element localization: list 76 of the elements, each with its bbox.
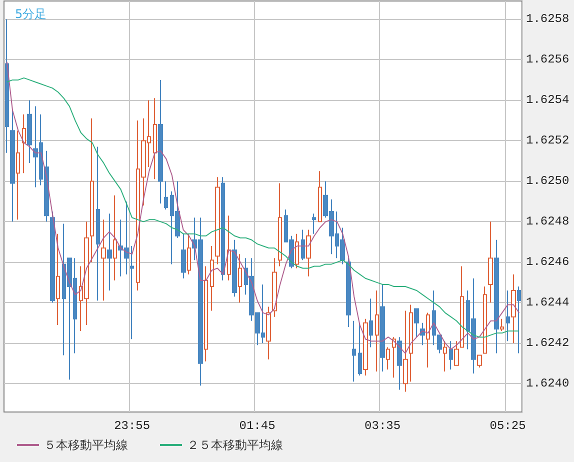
y-tick-label: 1.6254: [526, 93, 570, 108]
candlestick: [306, 229, 311, 277]
x-tick-label: 23:55: [114, 419, 150, 433]
candlestick: [27, 100, 32, 164]
candlestick: [358, 322, 362, 376]
legend-label: ５本移動平均線: [44, 438, 128, 452]
candlestick: [380, 284, 385, 372]
candlestick: [369, 298, 373, 348]
candlestick: [272, 258, 277, 318]
y-tick-label: 1.6248: [526, 214, 570, 229]
candlestick: [101, 219, 106, 302]
candlestick: [352, 320, 356, 382]
candlestick: [215, 176, 220, 265]
text: 5分足: [15, 7, 47, 21]
candlestick: [153, 98, 157, 180]
candlestick: [113, 194, 117, 281]
candlestick: [517, 286, 521, 354]
candlestick: [506, 290, 510, 342]
candlestick: [50, 211, 55, 304]
candlestick: [403, 310, 408, 392]
candlestick: [301, 229, 305, 261]
candlestick: [397, 336, 402, 390]
candlestick: [386, 346, 390, 370]
candlestick: [443, 340, 447, 372]
candlestick: [318, 170, 322, 222]
candlestick: [266, 306, 271, 360]
candlestick: [483, 286, 487, 354]
candlestick: [238, 254, 242, 304]
candlestick: [312, 213, 316, 234]
y-tick-label: 1.6246: [526, 255, 570, 270]
candlestick: [477, 354, 482, 368]
candlestick: [414, 308, 419, 338]
y-tick-label: 1.6250: [526, 174, 570, 188]
y-tick-label: 1.6258: [526, 12, 570, 26]
candlestick: [227, 215, 231, 281]
y-tick-label: 1.6252: [526, 134, 570, 148]
candlestick: [130, 245, 134, 340]
candlestick: [500, 318, 504, 332]
y-tick-label: 1.6256: [526, 52, 570, 67]
candlestick: [426, 312, 430, 368]
x-tick-label: 03:35: [364, 419, 401, 433]
candlestick: [5, 18, 9, 154]
candlestick: [204, 266, 208, 362]
candlestick: [164, 180, 168, 210]
x-tick-label: 05:25: [490, 419, 526, 433]
y-tick-label: 1.6242: [526, 336, 570, 350]
y-tick-label: 1.6240: [526, 376, 570, 391]
candlestick: [181, 233, 186, 279]
candlestick: [90, 118, 94, 263]
candlestick: [16, 130, 20, 220]
candlestick: [409, 304, 413, 382]
candlestick: [22, 114, 26, 174]
candlestick: [295, 233, 299, 269]
candlestick: [346, 258, 351, 328]
candlestick: [232, 239, 237, 298]
candlestick: [454, 340, 459, 366]
candlestick: [449, 340, 453, 370]
candlestick: [363, 318, 368, 376]
x-tick-label: 01:45: [239, 419, 276, 433]
candlestick: [10, 110, 15, 222]
candlestick: [210, 245, 214, 312]
candlestick: [107, 213, 112, 292]
candlestick: [221, 176, 225, 281]
candlestick: [187, 233, 191, 275]
candlestick: [158, 79, 163, 204]
candlestick: [460, 266, 464, 348]
candlestick: [488, 221, 493, 304]
y-tick-label: 1.6244: [526, 296, 570, 310]
candlestick: [511, 274, 516, 344]
legend-label: ２５本移動平均線: [187, 438, 283, 452]
candlestick: [56, 233, 60, 326]
candlestick: [392, 336, 396, 378]
candlestick: [494, 239, 499, 354]
candlestick: [96, 146, 100, 302]
candlestick: [375, 290, 379, 372]
candlestick: [278, 182, 282, 267]
